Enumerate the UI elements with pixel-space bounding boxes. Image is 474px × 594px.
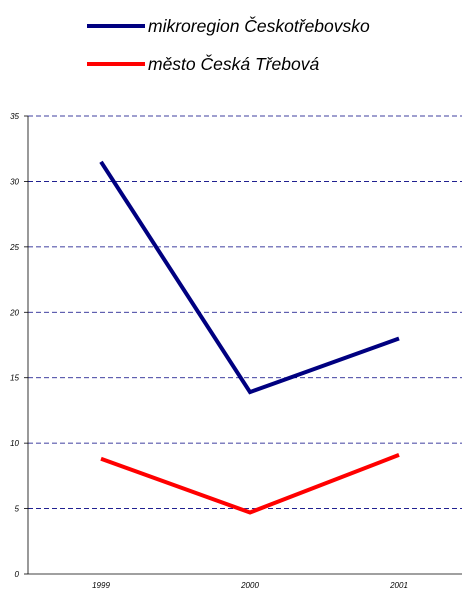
y-tick-label: 5 [15,505,20,514]
y-tick-label: 35 [10,112,19,121]
grid-lines [28,115,462,509]
x-tick-label: 1999 [92,581,110,590]
legend-label: město Česká Třebová [148,53,319,74]
series-line-2 [100,453,400,515]
series-lines [99,160,400,515]
y-tick-label: 30 [10,177,19,186]
x-axis-tick-labels: 1999 2000 2001 [92,581,408,590]
legend: mikroregion Českotřebovsko město Česká Tř… [87,15,370,74]
y-tick-label: 0 [15,570,20,579]
y-tick-label: 15 [10,374,19,383]
x-tick-label: 2000 [240,581,259,590]
y-axis-tick-labels: 0 5 10 15 20 25 30 35 [9,112,19,579]
x-tick-label: 2001 [389,581,408,590]
y-tick-label: 10 [10,439,19,448]
legend-label: mikroregion Českotřebovsko [148,15,370,36]
axes [24,115,462,575]
series-line-1 [99,160,400,395]
y-tick-label: 20 [9,308,19,317]
y-tick-label: 25 [9,243,19,252]
